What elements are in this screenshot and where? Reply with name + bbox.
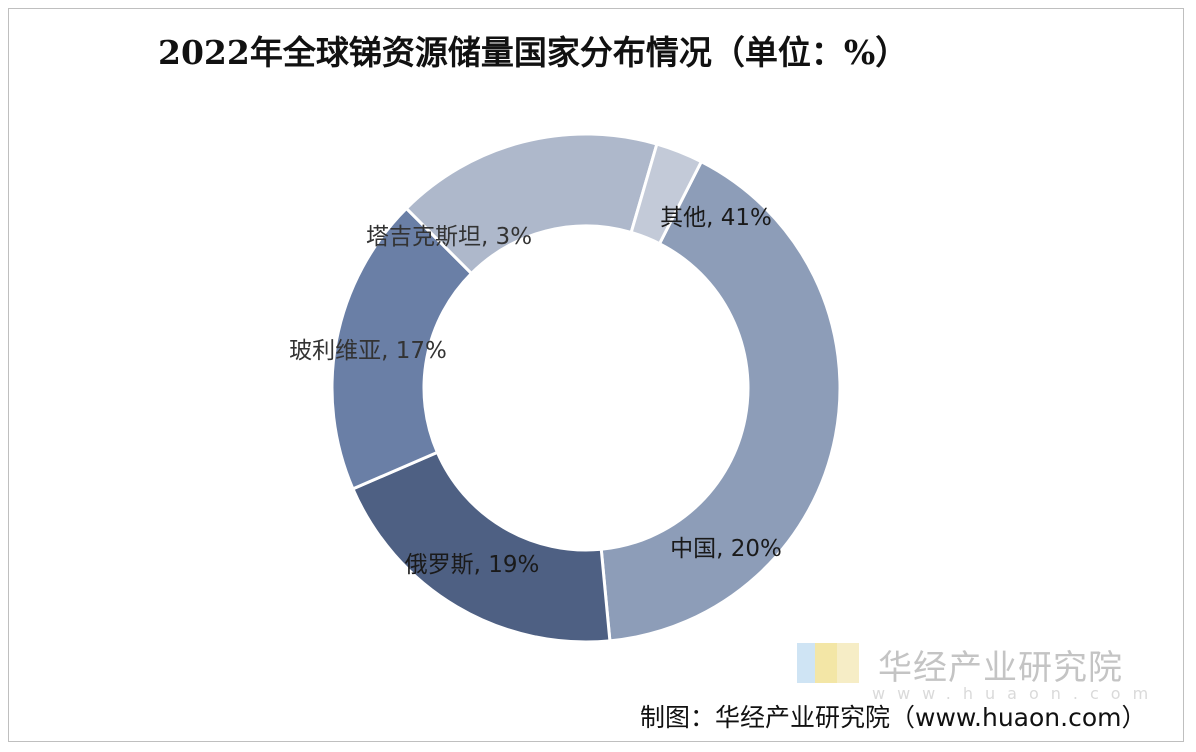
donut-slice-5 [629,142,704,246]
donut-labels: 其他, 41% 中国, 20% 俄罗斯, 19% 玻利维亚, 17% 塔吉克斯坦, 3% [289,205,782,578]
watermark-url: www.huaon.com [872,684,1161,703]
huajing-logo-icon [797,643,859,683]
donut-slice-1 [599,159,842,643]
chart-title: 2022年全球锑资源储量国家分布情况（单位：%） [158,33,909,72]
slice-label-4: 玻利维亚, 17% [289,338,447,364]
source-note: 制图：华经产业研究院（www.huaon.com） [640,703,1147,732]
slice-label-1: 其他, 41% [660,205,772,231]
donut-slices [330,132,842,644]
slice-label-3: 俄罗斯, 19% [405,552,540,578]
watermark-brand: 华经产业研究院 [878,648,1123,688]
slice-label-5: 塔吉克斯坦, 3% [366,224,532,250]
slice-label-2: 中国, 20% [670,536,782,562]
donut-slice-2 [350,450,612,644]
